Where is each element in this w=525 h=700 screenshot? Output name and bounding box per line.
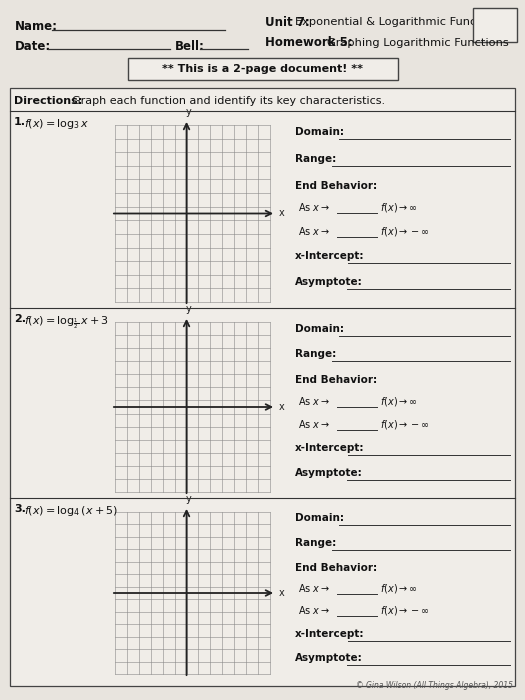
Text: y: y bbox=[186, 494, 192, 504]
Text: x-Intercept:: x-Intercept: bbox=[295, 629, 364, 639]
Text: $f(x)\rightarrow\infty$: $f(x)\rightarrow\infty$ bbox=[380, 582, 418, 596]
Bar bbox=[10, 88, 515, 686]
Bar bbox=[0, 0, 525, 88]
Text: $f(x)\rightarrow\infty$: $f(x)\rightarrow\infty$ bbox=[380, 202, 418, 214]
Text: Date:: Date: bbox=[15, 39, 51, 52]
Text: $f(x)=\log_4(x+5)$: $f(x)=\log_4(x+5)$ bbox=[24, 504, 118, 518]
Text: y: y bbox=[186, 107, 192, 117]
Text: x-Intercept:: x-Intercept: bbox=[295, 251, 364, 261]
Text: Name:: Name: bbox=[15, 20, 58, 34]
Text: Graph each function and identify its key characteristics.: Graph each function and identify its key… bbox=[72, 96, 385, 106]
Text: $f(x)\rightarrow-\infty$: $f(x)\rightarrow-\infty$ bbox=[380, 604, 430, 617]
Text: Asymptote:: Asymptote: bbox=[295, 653, 363, 663]
Text: Domain:: Domain: bbox=[295, 323, 344, 334]
Text: As $x\rightarrow$: As $x\rightarrow$ bbox=[298, 225, 330, 237]
Text: 1.: 1. bbox=[14, 117, 26, 127]
Text: As $x\rightarrow$: As $x\rightarrow$ bbox=[298, 417, 330, 430]
Text: Directions:: Directions: bbox=[14, 96, 82, 106]
Text: Range:: Range: bbox=[295, 349, 336, 359]
Text: End Behavior:: End Behavior: bbox=[295, 375, 377, 385]
Text: End Behavior:: End Behavior: bbox=[295, 181, 377, 190]
Text: y: y bbox=[186, 304, 192, 314]
Text: As $x\rightarrow$: As $x\rightarrow$ bbox=[298, 395, 330, 407]
Text: Bell:: Bell: bbox=[175, 39, 205, 52]
Text: Unit 7:: Unit 7: bbox=[265, 15, 310, 29]
Text: Exponential & Logarithmic Functions: Exponential & Logarithmic Functions bbox=[295, 17, 504, 27]
Text: 3.: 3. bbox=[14, 504, 26, 514]
Text: Range:: Range: bbox=[295, 154, 336, 164]
Bar bbox=[128, 58, 398, 80]
Text: 2.: 2. bbox=[14, 314, 26, 324]
Text: Range:: Range: bbox=[295, 538, 336, 548]
Text: x: x bbox=[279, 209, 285, 218]
Text: $f(x)\rightarrow-\infty$: $f(x)\rightarrow-\infty$ bbox=[380, 225, 430, 237]
Bar bbox=[473, 8, 517, 42]
Text: Domain:: Domain: bbox=[295, 513, 344, 523]
Text: Graphing Logarithmic Functions: Graphing Logarithmic Functions bbox=[327, 38, 509, 48]
Text: $f(x)=\log_3 x$: $f(x)=\log_3 x$ bbox=[24, 117, 90, 131]
Text: Asymptote:: Asymptote: bbox=[295, 468, 363, 478]
Text: End Behavior:: End Behavior: bbox=[295, 563, 377, 573]
Text: $f(x)\rightarrow\infty$: $f(x)\rightarrow\infty$ bbox=[380, 395, 418, 408]
Text: x: x bbox=[279, 402, 285, 412]
Text: Domain:: Domain: bbox=[295, 127, 344, 137]
Text: As $x\rightarrow$: As $x\rightarrow$ bbox=[298, 604, 330, 616]
Text: As $x\rightarrow$: As $x\rightarrow$ bbox=[298, 202, 330, 214]
Text: x: x bbox=[279, 588, 285, 598]
Text: x-Intercept:: x-Intercept: bbox=[295, 443, 364, 453]
Text: $f(x)\rightarrow-\infty$: $f(x)\rightarrow-\infty$ bbox=[380, 417, 430, 430]
Text: Homework 5:: Homework 5: bbox=[265, 36, 353, 50]
Text: $f(x)=\log_{\frac{1}{2}} x+3$: $f(x)=\log_{\frac{1}{2}} x+3$ bbox=[24, 314, 109, 330]
Text: © Gina Wilson (All Things Algebra), 2015: © Gina Wilson (All Things Algebra), 2015 bbox=[356, 681, 513, 690]
Text: Asymptote:: Asymptote: bbox=[295, 276, 363, 287]
Text: As $x\rightarrow$: As $x\rightarrow$ bbox=[298, 582, 330, 594]
Text: ** This is a 2-page document! **: ** This is a 2-page document! ** bbox=[163, 64, 363, 74]
